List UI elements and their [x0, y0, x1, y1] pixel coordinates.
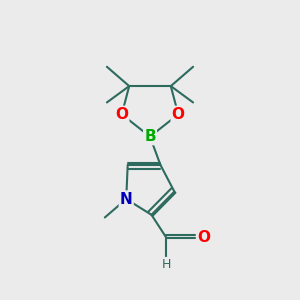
- Text: O: O: [197, 230, 210, 245]
- Text: N: N: [120, 191, 133, 206]
- Text: O: O: [115, 107, 128, 122]
- Text: B: B: [144, 129, 156, 144]
- Text: H: H: [162, 258, 171, 271]
- Text: O: O: [172, 107, 185, 122]
